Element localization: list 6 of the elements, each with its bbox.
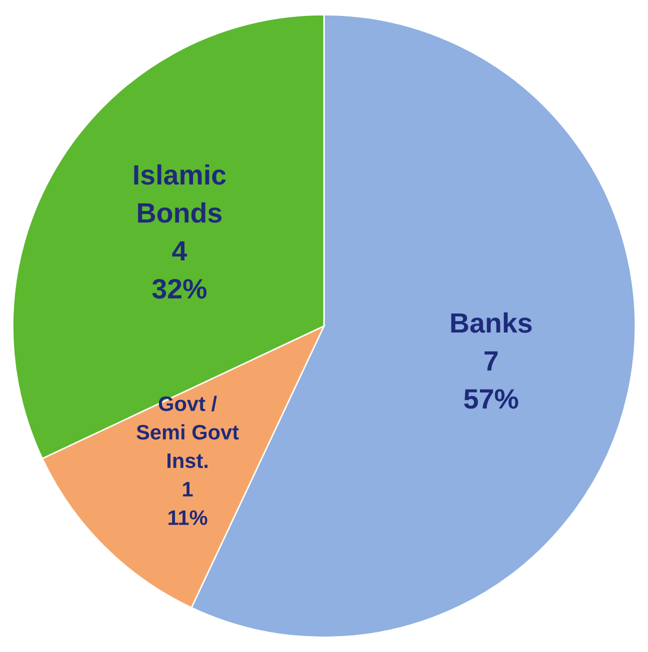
data-label: 4 32% <box>152 241 207 299</box>
slice-label: Govt / Semi Govt Inst. <box>136 396 239 468</box>
data-label: 1 11% <box>168 482 208 525</box>
slice-label: Banks <box>451 312 532 333</box>
slice-label: Islamic Bonds <box>134 164 226 223</box>
data-label: 7 57% <box>464 351 518 409</box>
